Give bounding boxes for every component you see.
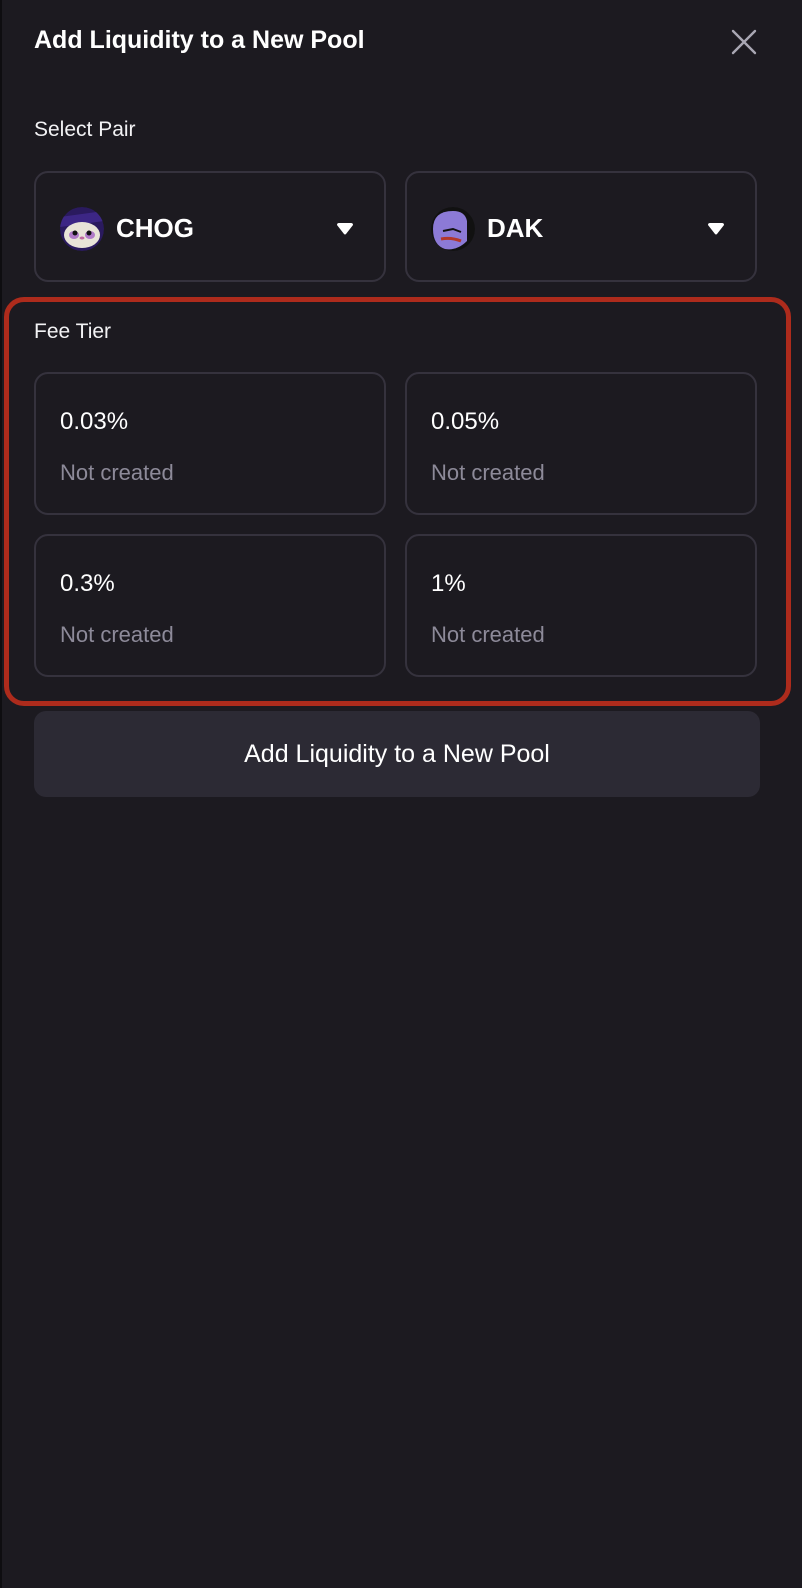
token-symbol: CHOG	[116, 213, 194, 243]
chog-token-icon	[60, 207, 104, 251]
token-select-chog[interactable]: CHOG	[34, 171, 386, 282]
fee-value: 1%	[431, 570, 466, 597]
left-edge	[0, 0, 2, 1588]
dak-token-icon	[431, 207, 475, 251]
fee-tier-option[interactable]: 0.3% Not created	[34, 534, 386, 677]
select-pair-label: Select Pair	[34, 118, 136, 141]
pool-status: Not created	[431, 622, 545, 647]
fee-value: 0.05%	[431, 408, 500, 435]
close-icon	[731, 29, 757, 55]
fee-tier-option[interactable]: 0.05% Not created	[405, 372, 757, 515]
pool-status: Not created	[431, 460, 545, 485]
token-select-dak[interactable]: DAK	[405, 171, 757, 282]
chevron-down-icon	[708, 223, 724, 235]
fee-tier-option[interactable]: 0.03% Not created	[34, 372, 386, 515]
pool-status: Not created	[60, 460, 174, 485]
fee-tier-highlight	[4, 297, 791, 706]
token-symbol: DAK	[487, 213, 544, 243]
add-liquidity-button[interactable]: Add Liquidity to a New Pool	[34, 711, 760, 797]
pool-status: Not created	[60, 622, 174, 647]
fee-value: 0.3%	[60, 570, 115, 597]
fee-tier-option[interactable]: 1% Not created	[405, 534, 757, 677]
dialog-title: Add Liquidity to a New Pool	[34, 26, 365, 54]
fee-value: 0.03%	[60, 408, 129, 435]
close-button[interactable]	[730, 28, 758, 56]
fee-tier-label: Fee Tier	[34, 320, 112, 343]
chevron-down-icon	[337, 223, 353, 235]
